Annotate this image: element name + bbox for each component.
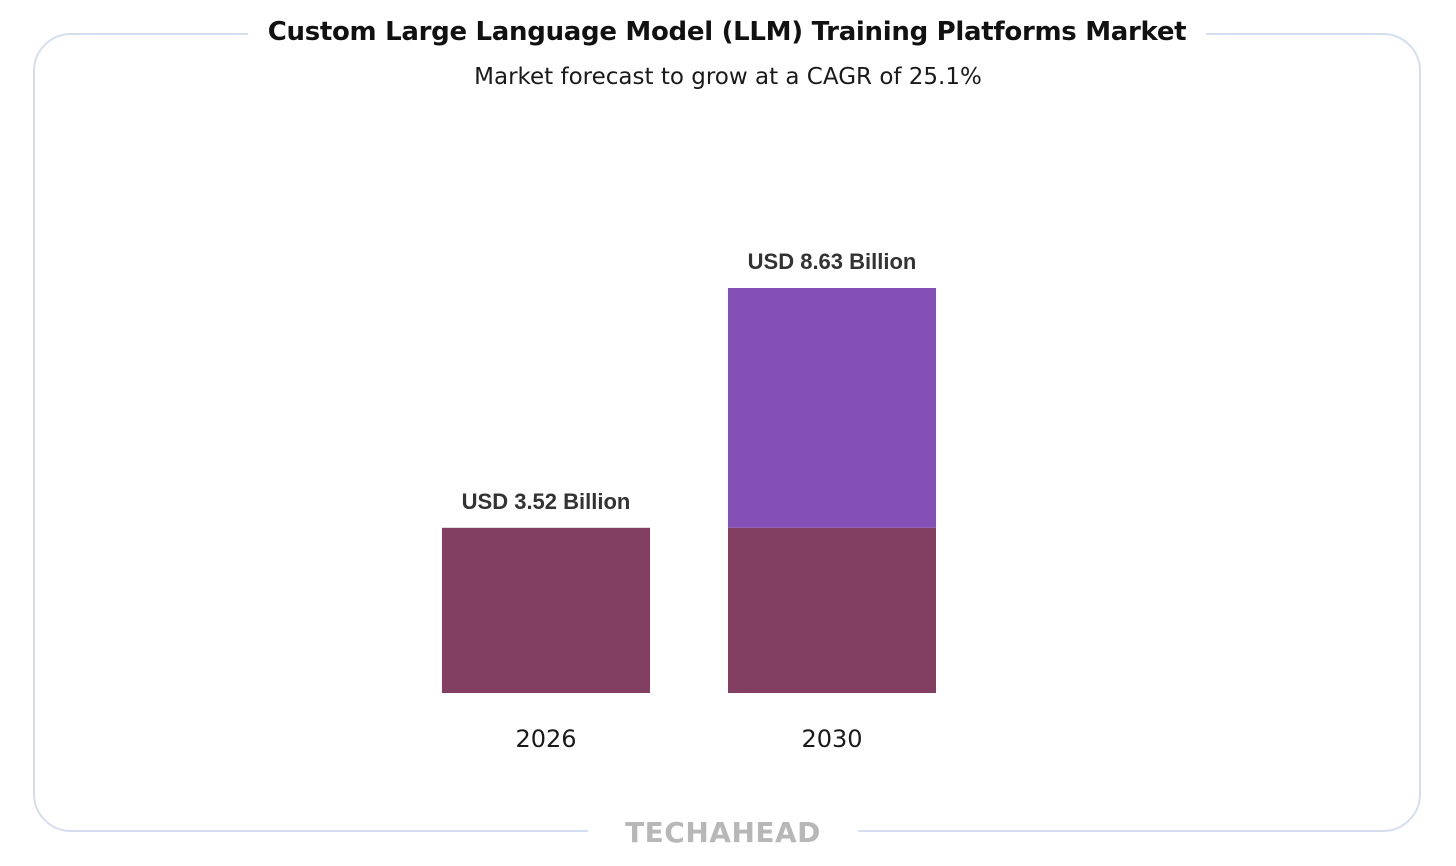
x-tick-label-2030: 2030 bbox=[801, 725, 862, 753]
brand-logo: TECHAHEAD bbox=[588, 814, 858, 852]
bar-2030-base bbox=[728, 527, 936, 693]
bar-2026-base bbox=[442, 527, 650, 693]
x-tick-label-2026: 2026 bbox=[515, 725, 576, 753]
bar-2030-growth bbox=[728, 288, 936, 528]
data-label-2026: USD 3.52 Billion bbox=[462, 489, 631, 514]
data-label-2030: USD 8.63 Billion bbox=[748, 249, 917, 274]
chart-subtitle: Market forecast to grow at a CAGR of 25.… bbox=[474, 64, 982, 90]
chart-title: Custom Large Language Model (LLM) Traini… bbox=[248, 12, 1206, 52]
